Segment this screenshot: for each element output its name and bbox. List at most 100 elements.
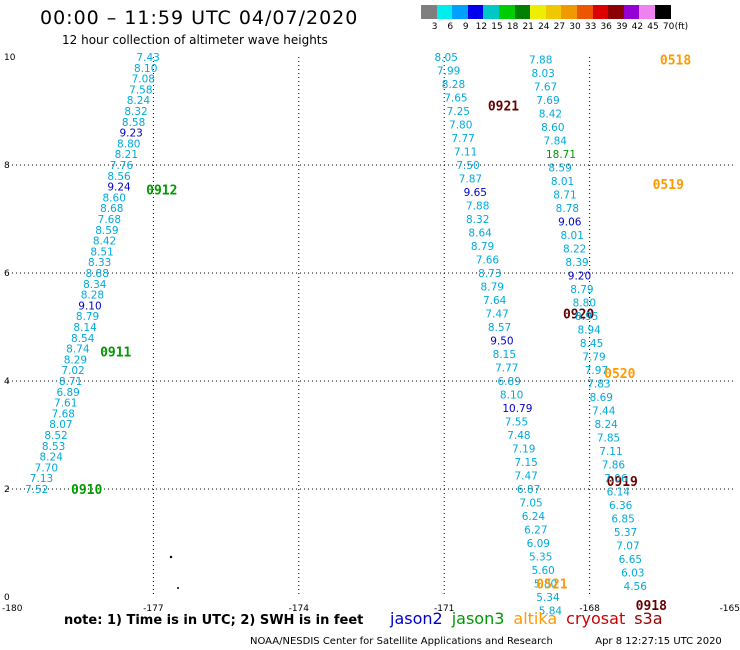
wave-height-value: 4.56 xyxy=(624,581,648,593)
wave-height-value: 7.50 xyxy=(456,160,479,172)
legend-item-altika: altika xyxy=(513,609,558,628)
wave-height-value: 6.14 xyxy=(607,487,631,499)
wave-height-value: 6.09 xyxy=(527,538,550,550)
colorbar-label: 36 xyxy=(600,22,612,32)
x-tick-label: -174 xyxy=(289,604,310,614)
wave-height-value: 7.02 xyxy=(61,365,84,377)
wave-height-value: 9.65 xyxy=(464,187,487,199)
stray-dot xyxy=(169,555,173,559)
colorbar-swatch xyxy=(452,5,468,19)
colorbar-swatch xyxy=(592,5,609,19)
page-subtitle: 12 hour collection of altimeter wave hei… xyxy=(62,33,328,47)
colorbar-label: 18 xyxy=(506,22,519,32)
wave-height-value: 7.77 xyxy=(451,133,474,145)
wave-height-value: 8.64 xyxy=(468,228,492,240)
colorbar-swatch xyxy=(655,5,671,19)
wave-height-value: 8.42 xyxy=(93,236,116,248)
wave-height-value: 7.83 xyxy=(587,379,610,391)
colorbar-label: 42 xyxy=(631,22,644,32)
wave-height-value: 10.79 xyxy=(502,403,532,415)
wave-height-value: 8.54 xyxy=(71,333,95,345)
wave-height-value: 8.57 xyxy=(488,322,511,334)
wave-height-value: 8.79 xyxy=(481,282,504,294)
wave-height-value: 7.58 xyxy=(129,84,152,96)
colorbar-swatch xyxy=(608,5,624,19)
pass-time-label: 0518 xyxy=(660,54,691,69)
timestamp-text: Apr 8 12:27:15 UTC 2020 xyxy=(595,636,722,647)
wave-height-value: 9.50 xyxy=(490,336,513,348)
wave-height-value: 8.05 xyxy=(435,52,458,64)
pass-time-label: 0519 xyxy=(653,178,684,193)
y-tick-label: 6 xyxy=(4,269,10,279)
wave-height-value: 8.79 xyxy=(471,241,494,253)
wave-height-value: 8.58 xyxy=(122,117,145,129)
legend-item-cryosat: cryosat xyxy=(566,609,626,628)
pass-time-label: 0912 xyxy=(146,183,177,198)
x-tick-label: -165 xyxy=(720,604,740,614)
wave-height-value: 6.89 xyxy=(56,387,79,399)
wave-height-value: 5.34 xyxy=(536,592,560,604)
colorbar-label: 9 xyxy=(462,22,469,32)
wave-height-value: 8.60 xyxy=(541,122,564,134)
wave-height-value: 7.25 xyxy=(447,106,470,118)
wave-height-value: 9.24 xyxy=(107,182,131,194)
footer-note: note: 1) Time is in UTC; 2) SWH is in fe… xyxy=(64,613,364,628)
wave-height-value: 8.53 xyxy=(42,441,65,453)
colorbar-label: 24 xyxy=(538,22,550,32)
wave-height-value: 7.47 xyxy=(514,471,537,483)
wave-height-value: 8.69 xyxy=(590,392,613,404)
colorbar-label: 30 xyxy=(569,22,581,32)
pass-time-label: 0521 xyxy=(536,578,567,593)
wave-height-value: 7.87 xyxy=(459,174,482,186)
wave-height-value: 8.71 xyxy=(59,376,82,388)
wave-height-value: 8.28 xyxy=(442,79,465,91)
legend-item-jason2: jason2 xyxy=(390,609,443,628)
colorbar-unit: (ft) xyxy=(674,22,689,32)
wave-height-value: 8.73 xyxy=(478,268,501,280)
wave-height-value: 7.47 xyxy=(485,309,508,321)
wave-height-value: 6.87 xyxy=(517,484,540,496)
wave-height-value: 8.03 xyxy=(531,68,554,80)
wave-height-value: 8.68 xyxy=(100,203,123,215)
wave-height-value: 8.78 xyxy=(556,203,579,215)
y-tick-label: 8 xyxy=(4,161,10,171)
colorbar-swatch xyxy=(499,5,515,19)
wave-height-value: 8.79 xyxy=(76,311,99,323)
wave-height-value: 7.52 xyxy=(25,484,48,496)
wave-height-value: 7.76 xyxy=(110,160,134,172)
wave-height-value: 7.61 xyxy=(54,398,77,410)
wave-height-value: 7.88 xyxy=(466,201,489,213)
colorbar-swatch xyxy=(639,5,655,19)
wave-height-value: 8.51 xyxy=(90,246,113,258)
wave-height-value: 7.79 xyxy=(582,352,605,364)
wave-height-value: 9.10 xyxy=(78,300,101,312)
colorbar-label: 21 xyxy=(522,22,534,32)
colorbar-label: 45 xyxy=(647,22,659,32)
wave-height-value: 7.77 xyxy=(495,363,518,375)
wave-height-value: 8.39 xyxy=(565,257,588,269)
wave-height-value: 5.60 xyxy=(531,565,554,577)
wave-height-value: 8.56 xyxy=(107,171,131,183)
wave-height-value: 8.32 xyxy=(124,106,147,118)
wave-height-value: 7.43 xyxy=(136,52,159,64)
colorbar-label: 27 xyxy=(553,22,566,32)
wave-height-value: 5.84 xyxy=(539,606,563,618)
colorbar-swatch xyxy=(530,5,546,19)
colorbar-label: 6 xyxy=(447,22,454,32)
wave-height-value: 7.15 xyxy=(514,457,537,469)
colorbar-label: 70 xyxy=(662,22,675,32)
wave-height-value: 7.07 xyxy=(616,541,639,553)
pass-time-label: 0920 xyxy=(563,308,594,323)
axis-labels: 0 2 4 6 8 10 -180 -177 -174 -171 -168 -165 xyxy=(2,53,740,614)
colorbar-swatch xyxy=(561,5,577,19)
wave-height-value: 7.05 xyxy=(519,498,542,510)
wave-height-value: 7.11 xyxy=(599,446,622,458)
wave-height-value: 8.01 xyxy=(561,230,584,242)
wave-height-value: 8.14 xyxy=(73,322,97,334)
wave-height-value: 9.23 xyxy=(119,128,142,140)
wave-height-value: 7.70 xyxy=(35,462,58,474)
wave-height-value: 8.52 xyxy=(44,430,67,442)
wave-height-value: 8.28 xyxy=(81,290,104,302)
wave-height-value: 7.13 xyxy=(30,473,53,485)
